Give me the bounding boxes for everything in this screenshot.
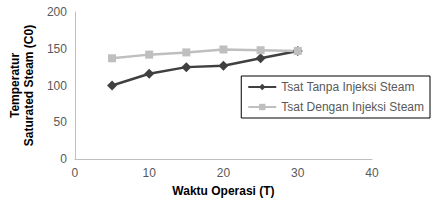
- svg-text:40: 40: [365, 166, 379, 180]
- svg-text:20: 20: [217, 166, 231, 180]
- svg-text:10: 10: [143, 166, 157, 180]
- svg-text:0: 0: [72, 166, 79, 180]
- svg-text:30: 30: [291, 166, 305, 180]
- svg-text:Temperatur: Temperatur: [8, 53, 22, 118]
- svg-text:Tsat Tanpa Injeksi Steam: Tsat Tanpa Injeksi Steam: [281, 80, 414, 94]
- svg-text:Waktu Operasi (T): Waktu Operasi (T): [172, 184, 274, 198]
- svg-text:Saturated Steam (C0): Saturated Steam (C0): [22, 25, 36, 146]
- svg-text:0: 0: [60, 152, 67, 166]
- svg-text:50: 50: [54, 115, 68, 129]
- svg-text:150: 150: [47, 42, 67, 56]
- svg-text:Tsat Dengan Injeksi Steam: Tsat Dengan Injeksi Steam: [281, 100, 424, 114]
- svg-text:100: 100: [47, 79, 67, 93]
- svg-text:200: 200: [47, 5, 67, 19]
